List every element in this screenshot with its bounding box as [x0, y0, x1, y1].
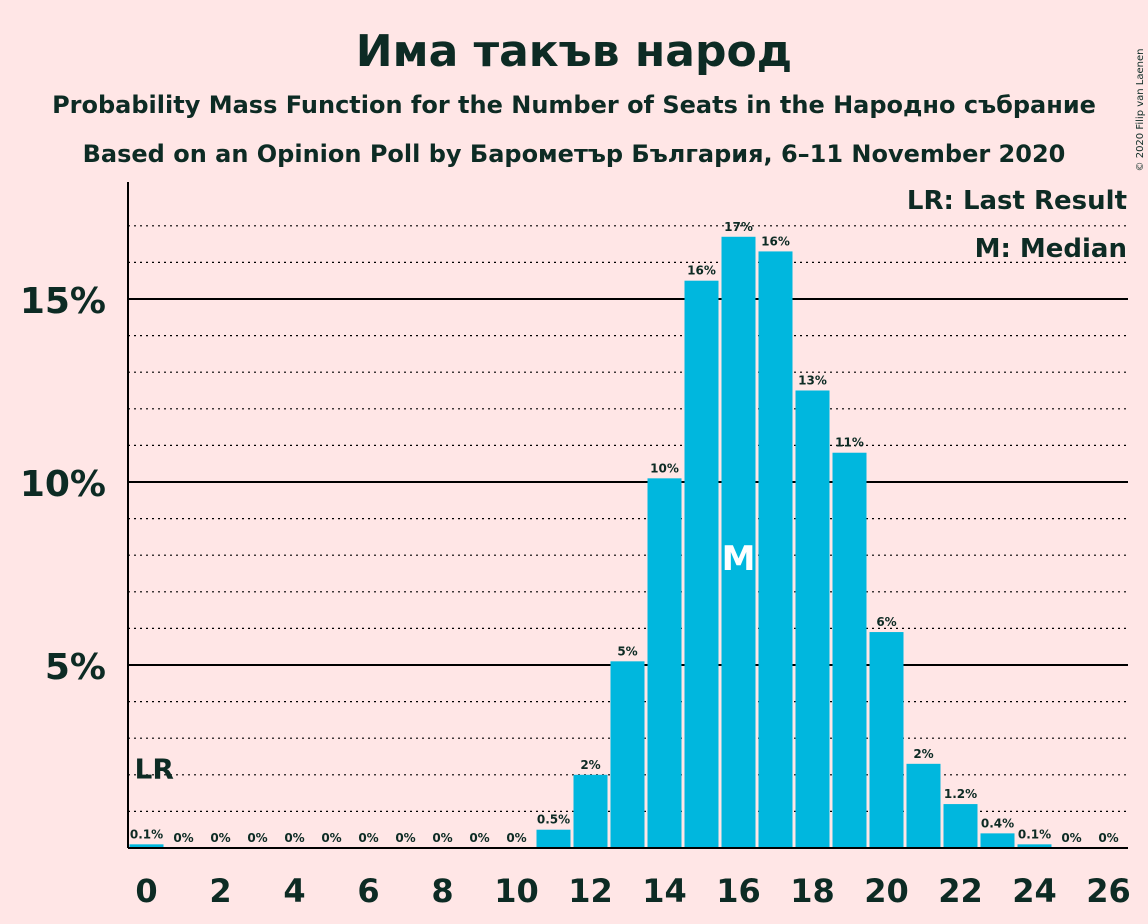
data-label: 16% [761, 234, 790, 248]
data-label: 0% [469, 831, 489, 845]
x-tick-label: 20 [864, 872, 909, 910]
data-label: 1.2% [944, 787, 977, 801]
bar [684, 280, 719, 848]
y-tick-label: 15% [20, 281, 106, 322]
bar [795, 390, 830, 848]
data-label: 5% [617, 644, 637, 658]
x-tick-label: 18 [790, 872, 835, 910]
data-label: 10% [650, 461, 679, 475]
data-label: 0% [395, 831, 415, 845]
chart-title: Има такъв народ [356, 26, 792, 77]
data-label: 6% [876, 615, 896, 629]
x-tick-label: 14 [642, 872, 687, 910]
x-tick-label: 2 [209, 872, 231, 910]
bar [610, 661, 645, 848]
data-label: 13% [798, 374, 827, 388]
x-tick-label: 24 [1012, 872, 1057, 910]
bar [721, 236, 756, 848]
y-tick-label: 5% [45, 647, 106, 688]
bar [832, 452, 867, 848]
data-label: 0% [173, 831, 193, 845]
median-marker: M [722, 539, 756, 579]
last-result-marker: LR [135, 752, 174, 785]
bar [647, 478, 682, 848]
x-tick-label: 0 [135, 872, 157, 910]
bar [869, 632, 904, 848]
data-label: 0% [1061, 831, 1081, 845]
data-label: 0.4% [981, 816, 1014, 830]
bar [129, 844, 164, 848]
x-tick-label: 22 [938, 872, 983, 910]
x-tick-label: 10 [494, 872, 539, 910]
chart-subtitle-1: Probability Mass Function for the Number… [52, 91, 1096, 119]
x-tick-label: 6 [357, 872, 379, 910]
data-label: 0% [432, 831, 452, 845]
legend-median: M: Median [975, 234, 1127, 264]
bar [536, 829, 571, 848]
x-tick-label: 16 [716, 872, 761, 910]
data-label: 16% [687, 264, 716, 278]
x-tick-label: 8 [431, 872, 453, 910]
data-label: 17% [724, 220, 753, 234]
data-label: 0.1% [130, 827, 163, 841]
x-tick-label: 12 [568, 872, 613, 910]
data-label: 0% [284, 831, 304, 845]
data-label: 0.1% [1018, 827, 1051, 841]
data-label: 2% [913, 747, 933, 761]
bar [906, 763, 941, 848]
legend-last-result: LR: Last Result [907, 186, 1127, 216]
x-tick-label: 4 [283, 872, 305, 910]
data-label: 11% [835, 436, 864, 450]
bars: 0.1% LR 0% 0% 0% 0% 0% 0% 0% 0% 0% 0% 0.5% 2% 5% 10% 16%… [129, 220, 1119, 849]
copyright-note: © 2020 Filip van Laenen [1135, 49, 1146, 172]
y-tick-label: 10% [20, 464, 106, 505]
data-label: 0% [1098, 831, 1118, 845]
x-tick-label: 26 [1086, 872, 1131, 910]
data-label: 2% [580, 758, 600, 772]
data-label: 0% [247, 831, 267, 845]
data-label: 0.5% [537, 813, 570, 827]
data-label: 0% [210, 831, 230, 845]
bar [573, 774, 608, 848]
data-label: 0% [358, 831, 378, 845]
data-label: 0% [506, 831, 526, 845]
data-label: 0% [321, 831, 341, 845]
bar [943, 804, 978, 848]
bar [980, 833, 1015, 848]
axes: 5%10%15%0 2 4 6 8 10 12 14 16 18 20 22 24 26 [20, 182, 1131, 910]
bar [1017, 844, 1052, 848]
bar [758, 251, 793, 849]
chart-subtitle-2: Based on an Opinion Poll by Барометър Бъ… [83, 140, 1066, 168]
